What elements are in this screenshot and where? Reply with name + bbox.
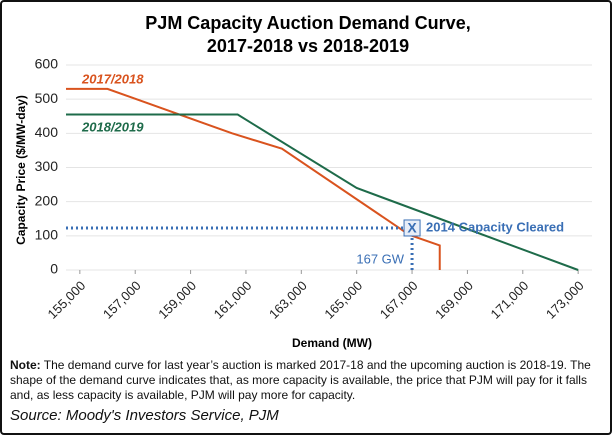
chart-title: PJM Capacity Auction Demand Curve, — [145, 13, 470, 33]
y-tick-label: 300 — [35, 158, 59, 174]
x-tick-label: 167,000 — [377, 278, 421, 322]
y-tick-label: 500 — [35, 90, 59, 106]
x-tick-label: 165,000 — [321, 278, 365, 322]
chart-title: 2017-2018 vs 2018-2019 — [207, 36, 409, 56]
x-tick-label: 173,000 — [543, 278, 587, 322]
series-line — [66, 113, 579, 271]
x-tick-label: 169,000 — [432, 278, 476, 322]
cleared-marker-label: X — [407, 220, 417, 236]
series-line — [66, 87, 441, 270]
x-tick-label: 159,000 — [155, 278, 199, 322]
x-tick-label: 155,000 — [45, 278, 89, 322]
x-tick-label: 161,000 — [211, 278, 255, 322]
note-text: The demand curve for last year’s auction… — [10, 358, 591, 402]
note-label: Note: — [10, 358, 41, 372]
y-tick-label: 0 — [50, 261, 58, 277]
y-axis-label: Capacity Price ($/MW-day) — [14, 95, 28, 245]
x-axis-label: Demand (MW) — [292, 336, 372, 350]
x-tick-label: 163,000 — [266, 278, 310, 322]
series-label: 2018/2019 — [81, 119, 144, 134]
y-tick-label: 400 — [35, 124, 59, 140]
cleared-label: 2014 Capacity Cleared — [426, 219, 564, 234]
y-tick-label: 600 — [35, 56, 59, 72]
note: Note: The demand curve for last year’s a… — [10, 358, 606, 403]
y-tick-label: 100 — [35, 227, 59, 243]
series-label: 2017/2018 — [81, 71, 144, 86]
cleared-marker — [403, 219, 421, 237]
cleared-x-label: 167 GW — [356, 251, 404, 266]
x-tick-label: 171,000 — [488, 278, 532, 322]
x-tick-label: 157,000 — [100, 278, 144, 322]
source: Source: Moody's Investors Service, PJM — [10, 407, 279, 424]
y-tick-label: 200 — [35, 192, 59, 208]
